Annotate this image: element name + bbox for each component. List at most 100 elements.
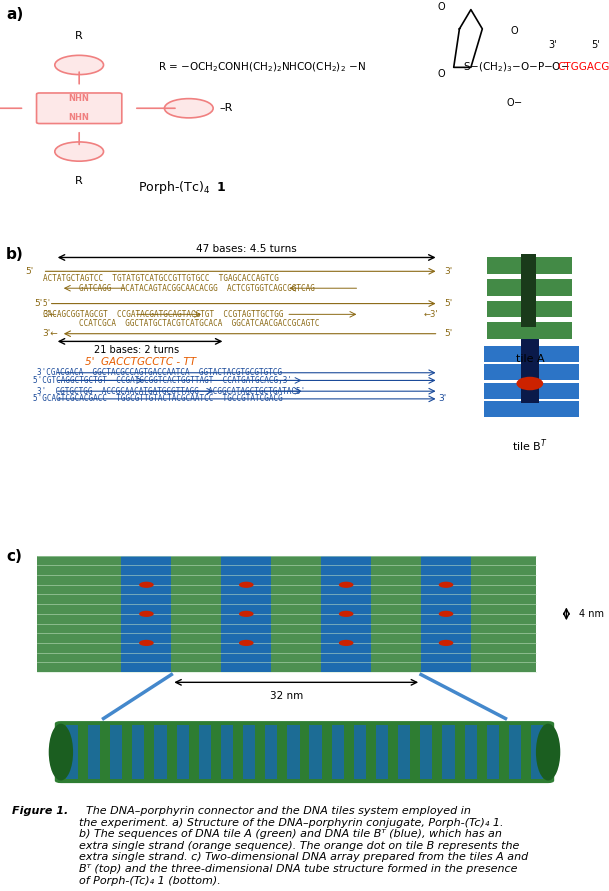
Ellipse shape — [536, 723, 560, 781]
FancyBboxPatch shape — [37, 556, 536, 672]
Circle shape — [55, 142, 104, 161]
FancyBboxPatch shape — [484, 364, 579, 380]
Text: tile A: tile A — [515, 355, 544, 364]
FancyBboxPatch shape — [354, 725, 366, 780]
Text: 5'  GACCTGCCTC - TT: 5' GACCTGCCTC - TT — [85, 357, 196, 367]
Text: 3': 3' — [445, 266, 453, 276]
Text: 5': 5' — [591, 40, 599, 50]
Circle shape — [139, 640, 153, 646]
Text: 3'  CGTGCTGG  ACCGCAACATGATGCGTTAGG  ACGGCATAGCTGCTGATAC5': 3' CGTGCTGG ACCGCAACATGATGCGTTAGG ACGGCA… — [37, 387, 304, 396]
FancyBboxPatch shape — [265, 725, 277, 780]
Circle shape — [339, 640, 353, 646]
FancyBboxPatch shape — [509, 725, 521, 780]
Text: R = $-$OCH$_2$CONH(CH$_2$)$_2$NHCO(CH$_2$)$_2$ $-$N: R = $-$OCH$_2$CONH(CH$_2$)$_2$NHCO(CH$_2… — [158, 61, 366, 74]
FancyBboxPatch shape — [110, 725, 122, 780]
FancyBboxPatch shape — [484, 401, 579, 417]
FancyBboxPatch shape — [287, 725, 300, 780]
FancyBboxPatch shape — [487, 257, 572, 274]
Text: 47 bases: 4.5 turns: 47 bases: 4.5 turns — [196, 244, 297, 255]
Text: 5': 5' — [445, 329, 453, 339]
Circle shape — [438, 610, 453, 617]
Text: 5': 5' — [34, 299, 43, 308]
Text: 3': 3' — [548, 40, 557, 50]
Text: R: R — [76, 31, 83, 41]
Text: 5'CGTCAGGCTGCTGT  CCGATGCGGTCACTGGTTAGT  CCATGATGCACG,3': 5'CGTCAGGCTGCTGT CCGATGCGGTCACTGGTTAGT C… — [33, 376, 292, 385]
FancyBboxPatch shape — [221, 725, 233, 780]
Circle shape — [438, 582, 453, 588]
FancyBboxPatch shape — [398, 725, 410, 780]
FancyBboxPatch shape — [487, 725, 499, 780]
Circle shape — [239, 640, 253, 646]
Circle shape — [164, 99, 213, 118]
FancyBboxPatch shape — [487, 300, 572, 317]
Text: –R: –R — [219, 103, 233, 113]
FancyBboxPatch shape — [332, 725, 344, 780]
Text: NHN: NHN — [69, 94, 90, 103]
Text: O: O — [438, 2, 445, 12]
Text: CACAGCGGTAGCGT  CCGATACGATGCAGTACGTGT  CCGTAGTTGCTGG: CACAGCGGTAGCGT CCGATACGATGCAGTACGTGT CCG… — [43, 310, 283, 319]
FancyBboxPatch shape — [221, 556, 271, 672]
FancyBboxPatch shape — [132, 725, 144, 780]
FancyBboxPatch shape — [177, 725, 189, 780]
FancyBboxPatch shape — [376, 725, 388, 780]
Text: S$-$(CH$_2$)$_3$$-$O$-$P$-$O$-$: S$-$(CH$_2$)$_3$$-$O$-$P$-$O$-$ — [463, 61, 569, 74]
FancyBboxPatch shape — [442, 725, 454, 780]
FancyBboxPatch shape — [321, 556, 371, 672]
Text: 3': 3' — [438, 395, 447, 404]
Text: 32 nm: 32 nm — [270, 691, 303, 701]
Text: 3'←: 3'← — [43, 310, 57, 319]
Circle shape — [139, 610, 153, 617]
Text: 3'CGACGACA  GGCTACGCCAGTGACCAATCA  GGTACTACGTGCGTGTCG: 3'CGACGACA GGCTACGCCAGTGACCAATCA GGTACTA… — [37, 368, 282, 377]
FancyBboxPatch shape — [88, 725, 100, 780]
Text: a): a) — [6, 7, 23, 22]
Text: tile B$^T$: tile B$^T$ — [512, 437, 547, 454]
Text: ACTATGCTAGTCC  TGTATGTCATGCCGTTGTGCC  TGAGCACCAGTCG: ACTATGCTAGTCC TGTATGTCATGCCGTTGTGCC TGAG… — [43, 274, 278, 283]
FancyBboxPatch shape — [309, 725, 322, 780]
Circle shape — [139, 582, 153, 588]
FancyBboxPatch shape — [531, 725, 543, 780]
FancyBboxPatch shape — [37, 93, 122, 124]
Text: O: O — [511, 26, 518, 36]
Circle shape — [239, 582, 253, 588]
FancyBboxPatch shape — [66, 725, 78, 780]
FancyBboxPatch shape — [121, 556, 171, 672]
FancyBboxPatch shape — [465, 725, 477, 780]
Circle shape — [339, 582, 353, 588]
Text: The DNA–porphyrin connector and the DNA tiles system employed in
the experiment.: The DNA–porphyrin connector and the DNA … — [79, 805, 529, 886]
Circle shape — [438, 640, 453, 646]
FancyBboxPatch shape — [521, 255, 536, 327]
Text: 4 nm: 4 nm — [579, 609, 604, 619]
Text: O$-$: O$-$ — [506, 96, 523, 108]
FancyBboxPatch shape — [487, 279, 572, 296]
FancyBboxPatch shape — [420, 725, 432, 780]
Circle shape — [55, 55, 104, 75]
Circle shape — [516, 377, 543, 390]
Text: Figure 1.: Figure 1. — [12, 805, 68, 816]
FancyBboxPatch shape — [484, 346, 579, 362]
FancyBboxPatch shape — [521, 339, 539, 404]
Text: O: O — [438, 69, 445, 79]
Text: 5': 5' — [445, 299, 453, 308]
Text: Porph-(Tc)$_4$  $\mathbf{1}$: Porph-(Tc)$_4$ $\mathbf{1}$ — [138, 179, 227, 196]
Text: 3'←: 3'← — [43, 329, 58, 339]
Text: CCATCGCA  GGCTATGCTACGTCATGCACA  GGCATCAACGACCGCAGTC: CCATCGCA GGCTATGCTACGTCATGCACA GGCATCAAC… — [79, 319, 320, 328]
Text: R: R — [76, 176, 83, 185]
Circle shape — [339, 610, 353, 617]
Text: 5': 5' — [43, 299, 52, 308]
Text: ←3': ←3' — [424, 310, 438, 319]
FancyBboxPatch shape — [421, 556, 471, 672]
Text: 21 bases: 2 turns: 21 bases: 2 turns — [94, 345, 180, 356]
Circle shape — [239, 610, 253, 617]
Ellipse shape — [49, 723, 73, 781]
FancyBboxPatch shape — [243, 725, 255, 780]
Text: c): c) — [6, 549, 22, 564]
FancyBboxPatch shape — [155, 725, 167, 780]
FancyBboxPatch shape — [199, 725, 211, 780]
Text: b): b) — [6, 247, 24, 262]
FancyBboxPatch shape — [484, 383, 579, 399]
Text: GATCAGG  ACATACAGTACGGCAACACGG  ACTCGTGGTCAGCCGTCAG: GATCAGG ACATACAGTACGGCAACACGG ACTCGTGGTC… — [79, 283, 315, 293]
Text: 5': 5' — [25, 266, 33, 276]
FancyBboxPatch shape — [487, 322, 572, 339]
FancyBboxPatch shape — [55, 721, 554, 783]
Text: NHN: NHN — [69, 113, 90, 122]
